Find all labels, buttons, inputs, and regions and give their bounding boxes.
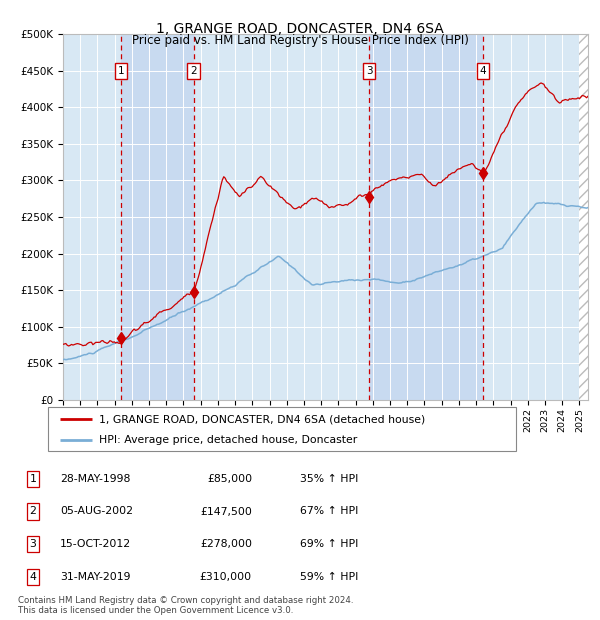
Bar xyxy=(483,34,588,400)
Bar xyxy=(194,34,369,400)
Bar xyxy=(121,34,194,400)
Text: 4: 4 xyxy=(480,66,487,76)
Text: 35% ↑ HPI: 35% ↑ HPI xyxy=(300,474,358,484)
Text: 1, GRANGE ROAD, DONCASTER, DN4 6SA: 1, GRANGE ROAD, DONCASTER, DN4 6SA xyxy=(156,22,444,36)
Text: £278,000: £278,000 xyxy=(200,539,252,549)
Bar xyxy=(369,34,483,400)
Text: 67% ↑ HPI: 67% ↑ HPI xyxy=(300,507,358,516)
Text: 69% ↑ HPI: 69% ↑ HPI xyxy=(300,539,358,549)
Bar xyxy=(63,34,121,400)
Text: 2: 2 xyxy=(29,507,37,516)
Text: 1: 1 xyxy=(29,474,37,484)
Text: 1: 1 xyxy=(118,66,124,76)
Text: 3: 3 xyxy=(366,66,373,76)
Text: £310,000: £310,000 xyxy=(200,572,252,582)
Text: 05-AUG-2002: 05-AUG-2002 xyxy=(60,507,133,516)
Text: 1, GRANGE ROAD, DONCASTER, DN4 6SA (detached house): 1, GRANGE ROAD, DONCASTER, DN4 6SA (deta… xyxy=(100,414,426,424)
Text: 3: 3 xyxy=(29,539,37,549)
Text: Contains HM Land Registry data © Crown copyright and database right 2024.
This d: Contains HM Land Registry data © Crown c… xyxy=(18,596,353,615)
Text: 31-MAY-2019: 31-MAY-2019 xyxy=(60,572,131,582)
Text: 59% ↑ HPI: 59% ↑ HPI xyxy=(300,572,358,582)
FancyBboxPatch shape xyxy=(48,407,516,451)
Text: 15-OCT-2012: 15-OCT-2012 xyxy=(60,539,131,549)
Text: £147,500: £147,500 xyxy=(200,507,252,516)
Text: Price paid vs. HM Land Registry's House Price Index (HPI): Price paid vs. HM Land Registry's House … xyxy=(131,34,469,47)
Text: HPI: Average price, detached house, Doncaster: HPI: Average price, detached house, Donc… xyxy=(100,435,358,445)
Text: £85,000: £85,000 xyxy=(207,474,252,484)
Text: 28-MAY-1998: 28-MAY-1998 xyxy=(60,474,130,484)
Text: 4: 4 xyxy=(29,572,37,582)
Text: 2: 2 xyxy=(190,66,197,76)
